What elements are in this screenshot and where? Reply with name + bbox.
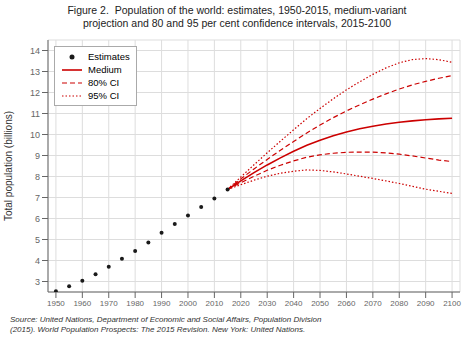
svg-text:1990: 1990 — [153, 299, 171, 308]
svg-text:14: 14 — [30, 46, 40, 56]
html-text:80% CI: 80% CI — [88, 77, 120, 88]
svg-text:1970: 1970 — [100, 299, 118, 308]
svg-text:2070: 2070 — [364, 299, 382, 308]
svg-text:2090: 2090 — [417, 299, 435, 308]
svg-text:12: 12 — [30, 88, 40, 98]
svg-text:6: 6 — [35, 214, 40, 224]
svg-text:1950: 1950 — [47, 299, 65, 308]
svg-text:10: 10 — [30, 130, 40, 140]
svg-text:8: 8 — [35, 172, 40, 182]
svg-text:11: 11 — [31, 109, 40, 119]
html-text:Figure 2. Population of the wo: Figure 2. Population of the world: estim… — [67, 4, 407, 29]
svg-text:2100: 2100 — [443, 299, 461, 308]
svg-text:9: 9 — [35, 151, 40, 161]
svg-text:2050: 2050 — [311, 299, 329, 308]
svg-text:2060: 2060 — [338, 299, 356, 308]
svg-text:13: 13 — [30, 67, 40, 77]
svg-text:7: 7 — [35, 193, 40, 203]
svg-text:5: 5 — [35, 235, 40, 245]
html-text:95% CI: 95% CI — [88, 90, 120, 101]
html-text:Estimates: Estimates — [88, 51, 130, 62]
svg-text:2040: 2040 — [285, 299, 303, 308]
html-text:Source: United Nations, Depart: Source: United Nations, Department of Ec… — [10, 315, 322, 334]
svg-text:2030: 2030 — [258, 299, 276, 308]
svg-text:3: 3 — [35, 277, 40, 287]
svg-text:1980: 1980 — [126, 299, 144, 308]
svg-text:2020: 2020 — [232, 299, 250, 308]
svg-text:2080: 2080 — [390, 299, 408, 308]
html-text:Medium: Medium — [88, 64, 122, 75]
svg-text:2010: 2010 — [205, 299, 223, 308]
svg-text:2000: 2000 — [179, 299, 197, 308]
svg-text:4: 4 — [35, 256, 40, 266]
svg-text:Total population (billions): Total population (billions) — [8, 111, 14, 221]
svg-text:1960: 1960 — [73, 299, 91, 308]
